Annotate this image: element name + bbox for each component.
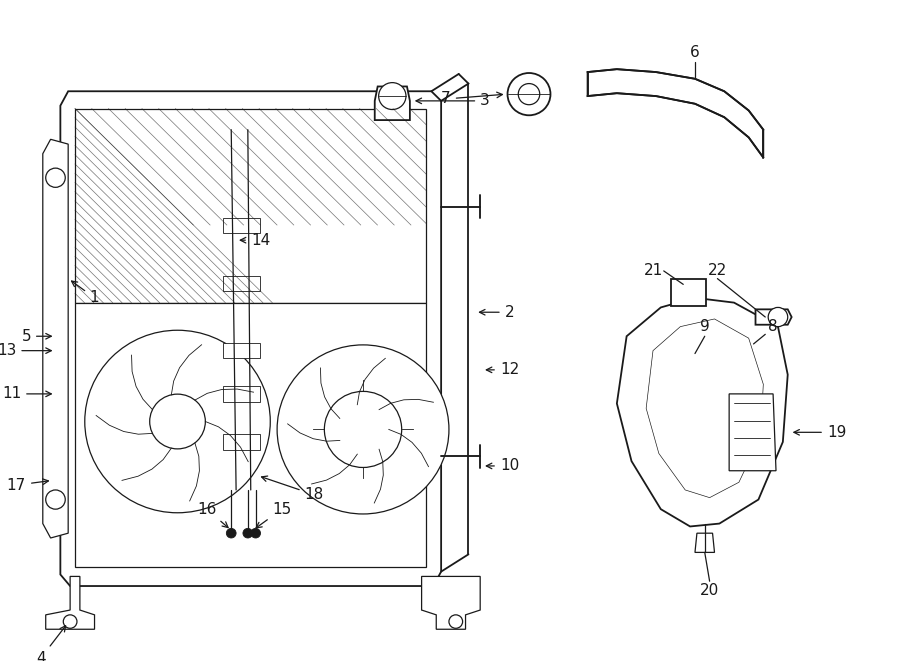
Polygon shape <box>43 139 68 538</box>
Polygon shape <box>223 276 259 291</box>
Circle shape <box>251 528 260 538</box>
Polygon shape <box>75 303 427 567</box>
Text: 7: 7 <box>441 91 502 106</box>
Text: 15: 15 <box>256 502 292 528</box>
Text: 5: 5 <box>22 329 51 344</box>
Text: 1: 1 <box>72 281 99 305</box>
Text: 17: 17 <box>7 478 49 492</box>
Text: 8: 8 <box>769 319 778 334</box>
Circle shape <box>46 168 65 187</box>
Polygon shape <box>374 87 410 120</box>
Text: 10: 10 <box>486 459 519 473</box>
Text: 2: 2 <box>480 305 514 320</box>
Circle shape <box>769 307 788 327</box>
Polygon shape <box>646 319 763 498</box>
Circle shape <box>745 352 760 368</box>
Text: 16: 16 <box>197 502 228 527</box>
Text: 18: 18 <box>262 476 324 502</box>
Text: 22: 22 <box>707 264 727 278</box>
Polygon shape <box>670 278 706 305</box>
Text: 13: 13 <box>0 343 51 358</box>
Text: 20: 20 <box>700 583 719 598</box>
Circle shape <box>46 490 65 509</box>
Polygon shape <box>588 69 763 157</box>
Polygon shape <box>223 343 259 358</box>
Polygon shape <box>75 108 427 303</box>
Polygon shape <box>729 394 776 471</box>
Polygon shape <box>755 309 792 325</box>
Text: 11: 11 <box>2 387 51 401</box>
Circle shape <box>518 83 540 104</box>
Circle shape <box>149 394 205 449</box>
Text: 12: 12 <box>486 362 519 377</box>
Circle shape <box>651 350 700 399</box>
Text: 3: 3 <box>416 93 490 108</box>
Circle shape <box>508 73 551 115</box>
Polygon shape <box>223 386 259 402</box>
Circle shape <box>379 83 406 110</box>
Polygon shape <box>46 576 94 629</box>
Circle shape <box>277 345 449 514</box>
Circle shape <box>324 391 401 467</box>
Circle shape <box>338 404 389 455</box>
Polygon shape <box>616 298 788 526</box>
Text: 9: 9 <box>700 319 709 334</box>
Text: 19: 19 <box>794 425 846 440</box>
Circle shape <box>85 330 270 513</box>
Circle shape <box>243 528 253 538</box>
Text: 6: 6 <box>690 46 700 60</box>
Polygon shape <box>421 576 481 629</box>
Circle shape <box>63 615 77 629</box>
Circle shape <box>449 615 463 629</box>
Polygon shape <box>223 434 259 449</box>
Polygon shape <box>731 330 770 391</box>
Polygon shape <box>223 218 259 233</box>
Polygon shape <box>60 91 441 586</box>
Circle shape <box>735 343 770 377</box>
Text: 4: 4 <box>36 626 66 661</box>
Polygon shape <box>695 533 715 553</box>
Circle shape <box>226 528 236 538</box>
Circle shape <box>663 363 688 386</box>
Text: 21: 21 <box>644 264 663 278</box>
Text: 14: 14 <box>240 233 270 248</box>
